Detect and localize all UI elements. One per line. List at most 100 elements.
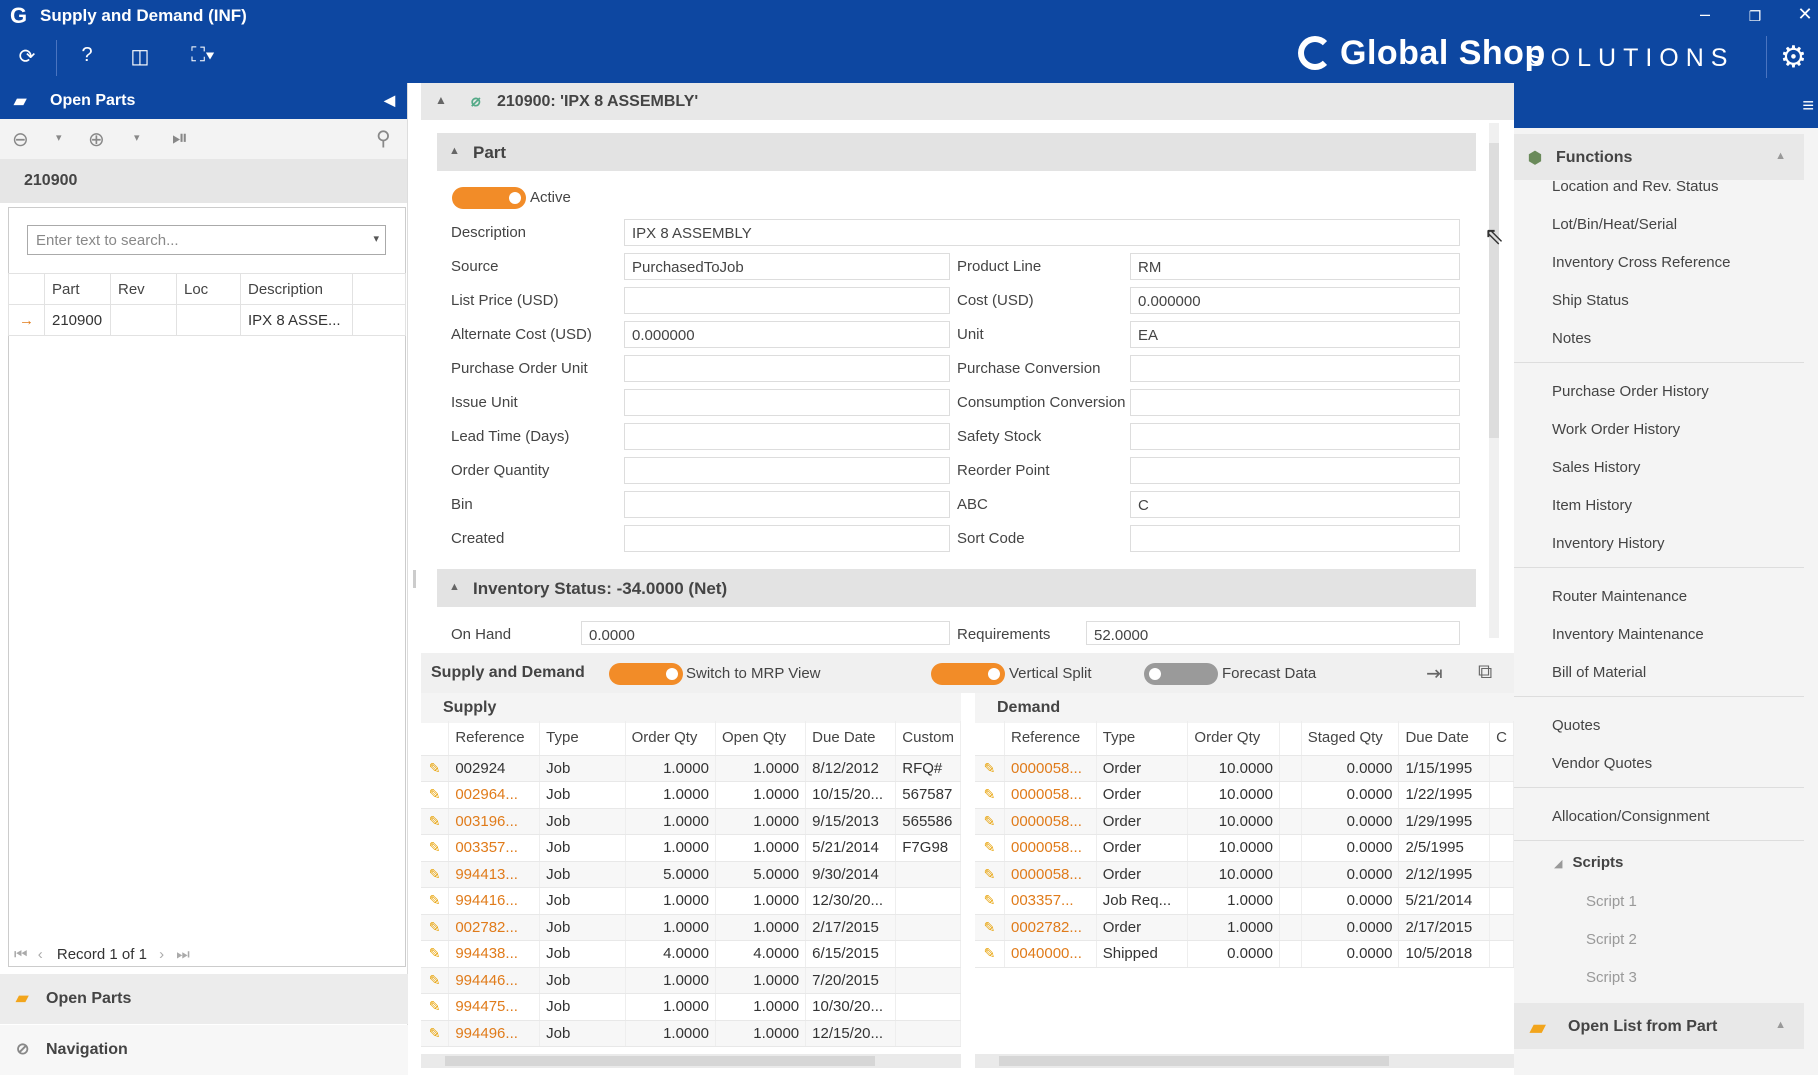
col-order-qty[interactable]: Order Qty [1187, 721, 1281, 756]
cell-reference[interactable]: 994475... [448, 993, 541, 1021]
col-part[interactable]: Part [44, 273, 111, 305]
cell-order-qty[interactable]: 1.0000 [1187, 887, 1281, 915]
col-open-qty[interactable]: Open Qty [715, 721, 807, 756]
cell-order-qty[interactable]: 10.0000 [1187, 861, 1281, 888]
cell-staged-qty[interactable]: 0.0000 [1301, 808, 1400, 835]
cell-order-qty[interactable]: 10.0000 [1187, 808, 1281, 835]
cell-open-qty[interactable]: 5.0000 [715, 861, 807, 888]
prev-record-icon[interactable]: ‹ [37, 946, 43, 963]
scripts-group[interactable]: ◢ Scripts [1554, 854, 1623, 871]
cell-due-date[interactable]: 9/15/2013 [805, 808, 897, 835]
table-row[interactable]: ✎ 0000058... Order 10.0000 0.0000 2/12/1995 [975, 861, 1514, 888]
cell-due-date[interactable]: 2/17/2015 [1398, 914, 1491, 941]
edit-pencil-icon[interactable]: ✎ [975, 834, 1005, 862]
cell-c[interactable] [1489, 887, 1514, 915]
col-description[interactable]: Description [240, 273, 353, 305]
cell-custom[interactable]: F7G98 [895, 834, 961, 862]
cell-staged-qty[interactable]: 0.0000 [1301, 861, 1400, 888]
active-toggle[interactable] [452, 187, 526, 209]
cell-description[interactable]: IPX 8 ASSE... [240, 304, 353, 336]
function-item[interactable]: Allocation/Consignment [1552, 808, 1710, 825]
cell-type[interactable]: Job [539, 993, 626, 1021]
layout-icon[interactable]: ◫ [130, 46, 150, 68]
cell-open-qty[interactable]: 1.0000 [715, 967, 807, 994]
cell-custom[interactable] [895, 914, 961, 941]
cell-type[interactable]: Job [539, 755, 626, 782]
cell-due-date[interactable]: 1/15/1995 [1398, 755, 1491, 782]
edit-pencil-icon[interactable]: ✎ [421, 755, 450, 782]
cell-reference[interactable]: 003357... [448, 834, 541, 862]
cell-due-date[interactable]: 1/29/1995 [1398, 808, 1491, 835]
function-item[interactable]: Sales History [1552, 459, 1641, 476]
back-dropdown-icon[interactable]: ▾ [56, 132, 62, 144]
cell-order-qty[interactable]: 10.0000 [1187, 755, 1281, 782]
edit-pencil-icon[interactable]: ✎ [421, 808, 450, 835]
bin-field[interactable] [624, 491, 950, 518]
cell-open-qty[interactable]: 1.0000 [715, 887, 807, 915]
cell-open-qty[interactable]: 1.0000 [715, 808, 807, 835]
cell-staged-qty[interactable]: 0.0000 [1301, 834, 1400, 862]
table-row[interactable]: ✎ 0000058... Order 10.0000 0.0000 1/29/1995 [975, 808, 1514, 835]
cell-type[interactable]: Job Req... [1096, 887, 1189, 915]
cell-reference[interactable]: 0000058... [1004, 861, 1097, 888]
search-dropdown-icon[interactable]: ▾ [373, 233, 379, 245]
safety-stock-field[interactable] [1130, 423, 1460, 450]
cell-custom[interactable] [895, 861, 961, 888]
edit-pencil-icon[interactable]: ✎ [421, 861, 450, 888]
cell-custom[interactable]: RFQ# [895, 755, 961, 782]
vertical-split-toggle[interactable] [931, 663, 1005, 685]
cell-c[interactable] [1489, 781, 1514, 809]
cell-reference[interactable]: 003357... [1004, 887, 1097, 915]
cell-due-date[interactable]: 7/20/2015 [805, 967, 897, 994]
cell-type[interactable]: Order [1096, 781, 1189, 809]
edit-pencil-icon[interactable]: ✎ [975, 781, 1005, 809]
script-item[interactable]: Script 1 [1586, 893, 1637, 910]
edit-pencil-icon[interactable]: ✎ [975, 914, 1005, 941]
function-item[interactable]: Work Order History [1552, 421, 1681, 438]
refresh-icon[interactable]: ⟳ [18, 46, 36, 68]
first-record-icon[interactable]: ⏮ [14, 946, 28, 963]
on-hand-field[interactable]: 0.0000 [581, 621, 950, 645]
cell-reference[interactable]: 994413... [448, 861, 541, 888]
cell-type[interactable]: Job [539, 834, 626, 862]
edit-pencil-icon[interactable]: ✎ [421, 1020, 450, 1047]
cell-due-date[interactable]: 12/30/20... [805, 887, 897, 915]
product-line-field[interactable]: RM [1130, 253, 1460, 280]
table-row[interactable]: ✎ 0002782... Order 1.0000 0.0000 2/17/2015 [975, 914, 1514, 941]
cell-due-date[interactable]: 6/15/2015 [805, 940, 897, 968]
cell-reference[interactable]: 994446... [448, 967, 541, 994]
export-icon[interactable]: ⇥ [1426, 663, 1443, 685]
edit-pencil-icon[interactable]: ✎ [421, 914, 450, 941]
cell-reference[interactable]: 0040000... [1004, 940, 1097, 968]
cell-custom[interactable]: 565586 [895, 808, 961, 835]
cell-reference[interactable]: 003196... [448, 808, 541, 835]
cell-custom[interactable] [895, 940, 961, 968]
col-loc[interactable]: Loc [176, 273, 241, 305]
cell-type[interactable]: Job [539, 861, 626, 888]
cell-staged-qty[interactable]: 0.0000 [1301, 940, 1400, 968]
cell-c[interactable] [1489, 914, 1514, 941]
detail-scrollbar-thumb[interactable] [1489, 143, 1499, 438]
collapse-up-icon[interactable]: ▲ [435, 93, 447, 107]
cell-reference[interactable]: 0000058... [1004, 781, 1097, 809]
cell-order-qty[interactable]: 1.0000 [625, 834, 716, 862]
order-quantity-field[interactable] [624, 457, 950, 484]
function-item[interactable]: Purchase Order History [1552, 383, 1709, 400]
open-list-header[interactable]: ▰ Open List from Part ▲ [1514, 1003, 1804, 1049]
cell-type[interactable]: Order [1096, 834, 1189, 862]
col-order-qty[interactable]: Order Qty [625, 721, 716, 756]
cell-order-qty[interactable]: 5.0000 [625, 861, 716, 888]
pause-icon[interactable]: ⏯ [172, 127, 188, 149]
cell-due-date[interactable]: 8/12/2012 [805, 755, 897, 782]
splitter-handle[interactable] [413, 570, 416, 588]
cell-order-qty[interactable]: 1.0000 [625, 808, 716, 835]
search-input[interactable]: Enter text to search... ▾ [27, 225, 386, 255]
created-field[interactable] [624, 525, 950, 552]
function-item[interactable]: Ship Status [1552, 292, 1629, 309]
requirements-field[interactable]: 52.0000 [1086, 621, 1460, 645]
col-reference[interactable]: Reference [1004, 721, 1097, 756]
cell-due-date[interactable]: 10/30/20... [805, 993, 897, 1021]
cell-type[interactable]: Job [539, 887, 626, 915]
cell-due-date[interactable]: 1/22/1995 [1398, 781, 1491, 809]
cell-order-qty[interactable]: 1.0000 [625, 755, 716, 782]
